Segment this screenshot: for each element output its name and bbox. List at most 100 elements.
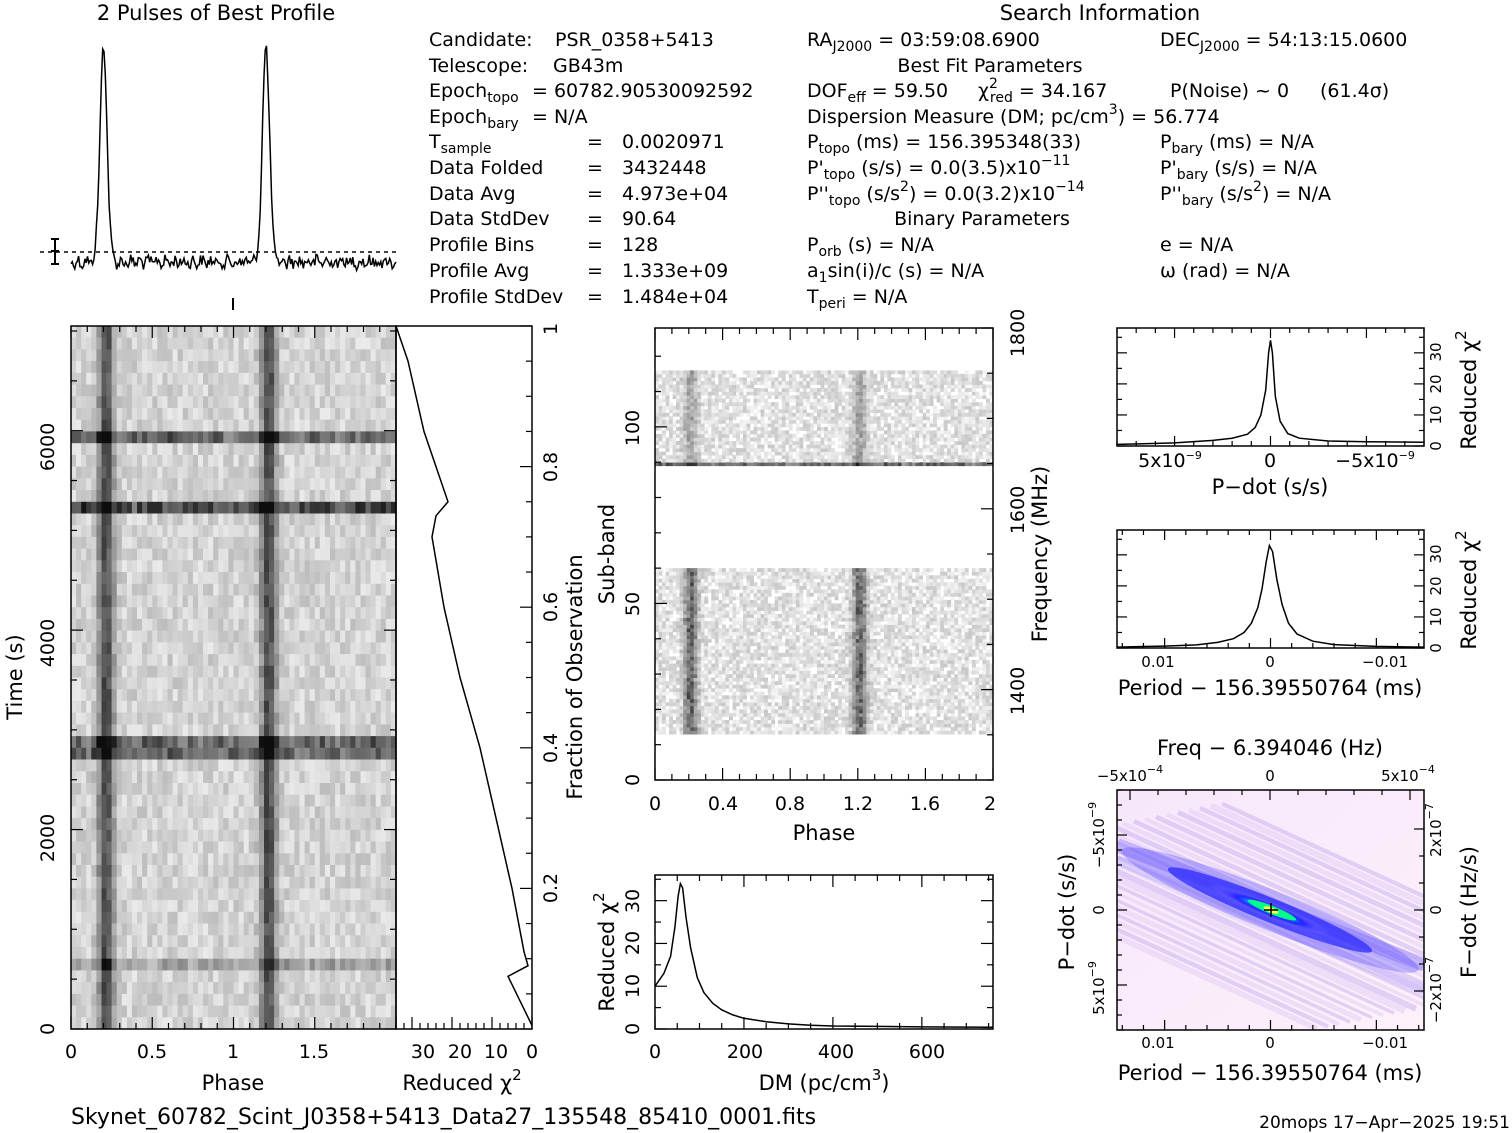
dm-xlabel: DM (pc/cm3) [759, 1066, 890, 1095]
pp-y2tick-2: −2x10−7 [1423, 957, 1445, 1023]
pp-y2label: F−dot (Hz/s) [1457, 846, 1481, 978]
ecc-text: e = N/A [1160, 234, 1233, 256]
pp-xtick-0: 0.01 [1141, 1034, 1174, 1052]
tp-xlabel: Phase [202, 1071, 265, 1095]
pdot-period-ticks [1117, 789, 1424, 1031]
pd-ytick-1: 10 [1427, 405, 1445, 424]
tp-xtick-2: 1 [227, 1041, 239, 1063]
pr-ytick-2: 20 [1427, 576, 1445, 595]
data-folded-label: Data Folded [429, 157, 543, 179]
sb-xtick-3: 1.2 [843, 793, 873, 815]
pbary-text: Pbary (ms) = N/A [1160, 131, 1314, 157]
dm-xtick-3: 600 [909, 1041, 945, 1063]
pdot-frame [1116, 327, 1425, 447]
dm-ticks [654, 875, 993, 1030]
profile-avg-label: Profile Avg [429, 260, 529, 282]
sb-y2tick-0: 1400 [1007, 667, 1029, 715]
pp-xtick-2: −0.01 [1362, 1034, 1408, 1052]
profile-bins-eq: = [587, 234, 603, 256]
tp-ytick-3: 6000 [37, 423, 59, 471]
tp-ytick-1: 2000 [37, 814, 59, 862]
pr-xlabel: Period − 156.39550764 (ms) [1118, 676, 1423, 700]
time-chi2-plot: 30 20 10 0 0.2 0.4 0.6 0.8 1 Reduced χ2 … [395, 323, 587, 1095]
tchi-ytick-1: 0.4 [540, 733, 562, 763]
sb-ylabel: Sub-band [595, 504, 619, 604]
search-info-title: Search Information [1000, 1, 1200, 25]
telescope-label: Telescope: [428, 55, 528, 77]
sb-xtick-0: 0 [649, 793, 661, 815]
subband-phase-plot: 0 0.4 0.8 1.2 1.6 2 0 50 100 1400 1600 1… [595, 309, 1052, 845]
dm-ytick-3: 30 [622, 889, 644, 913]
data-stddev-eq: = [587, 208, 603, 230]
pd-ylabel: Reduced χ2 [1452, 330, 1481, 449]
dm-plot: 0 200 400 600 0 10 20 30 DM (pc/cm3) Red… [590, 874, 994, 1095]
tchi-ytick-3: 0.8 [540, 452, 562, 482]
pp-y2tick-0: 2x10−7 [1423, 803, 1445, 857]
epoch-topo-value: = 60782.90530092592 [532, 80, 753, 102]
data-folded-value: 3432448 [622, 157, 707, 179]
dm-ytick-0: 0 [622, 1023, 644, 1035]
subband-heatmap [655, 370, 993, 735]
pdot-bary-text: P'bary (s/s) = N/A [1160, 157, 1317, 183]
tp-ylabel: Time (s) [3, 634, 27, 720]
pp-xtick-1: 0 [1265, 1034, 1275, 1052]
pr-ylabel: Reduced χ2 [1452, 530, 1481, 649]
omega-text: ω (rad) = N/A [1160, 260, 1290, 282]
pp-y2tick-1: 0 [1427, 905, 1445, 915]
ptopo-text: Ptopo (ms) = 156.395348(33) [807, 131, 1081, 157]
dm-ylabel: Reduced χ2 [590, 892, 619, 1011]
profile-avg-eq: = [587, 260, 603, 282]
sb-xlabel: Phase [793, 821, 856, 845]
dm-frame [654, 874, 994, 1030]
dm-xtick-1: 200 [727, 1041, 763, 1063]
period-ticks [1117, 530, 1424, 649]
pp-ytick-2: 5x10−9 [1086, 961, 1108, 1015]
ra-text: RAJ2000 = 03:59:08.6900 [807, 29, 1040, 55]
pdot-plot: 5x10−9 0 −5x10−9 0 10 20 30 P−dot (s/s) … [1116, 327, 1481, 499]
porb-text: Porb (s) = N/A [807, 234, 934, 260]
sb-xtick-5: 2 [984, 793, 996, 815]
sb-ytick-0: 0 [622, 774, 644, 786]
subband-ticks [654, 327, 994, 781]
pdot-ticks [1116, 328, 1425, 447]
profile-bins-label: Profile Bins [429, 234, 534, 256]
tperi-text: Tperi = N/A [806, 286, 907, 312]
tsample-eq: = [587, 131, 603, 153]
time-phase-plot: 0 0.5 1 1.5 0 2000 4000 6000 Phase Time … [3, 325, 397, 1095]
tchi-xtick-2: 10 [484, 1041, 508, 1063]
data-avg-value: 4.973e+04 [622, 183, 728, 205]
pr-xtick-1: 0 [1265, 653, 1275, 671]
tsample-label: Tsample [428, 131, 492, 157]
profile-stddev-value: 1.484e+04 [622, 286, 728, 308]
profile-errorbar [51, 238, 59, 265]
sb-y2tick-1: 1600 [1007, 486, 1029, 534]
pp-ytick-0: −5x10−9 [1086, 802, 1108, 868]
pp-ytick-1: 0 [1090, 905, 1108, 915]
pnoise-text: P(Noise) ~ 0 [1170, 80, 1289, 102]
dm-ytick-2: 20 [622, 931, 644, 955]
chi2-red-text: χ2 red = 34.167 [978, 76, 1107, 106]
pp-toptick-0: −5x10−4 [1097, 763, 1163, 785]
dof-text: DOFeff = 59.50 [807, 80, 948, 106]
sb-xtick-2: 0.8 [775, 793, 805, 815]
tchi-ylabel: Fraction of Observation [563, 554, 587, 799]
time-chi2-frame [395, 325, 533, 1030]
candidate-value: PSR_0358+5413 [555, 29, 714, 51]
data-avg-eq: = [587, 183, 603, 205]
footer-stamp: 20mops 17−Apr−2025 19:51 [1259, 1113, 1510, 1133]
pr-xtick-2: −0.01 [1362, 653, 1408, 671]
dec-text: DECJ2000 = 54:13:15.0600 [1160, 29, 1407, 55]
profile-avg-value: 1.333e+09 [622, 260, 728, 282]
tp-ytick-2: 4000 [37, 619, 59, 667]
tchi-ytick-0: 0.2 [540, 873, 562, 903]
candidate-info-block: Candidate: PSR_0358+5413 Telescope: GB43… [428, 29, 753, 308]
period-curve [1116, 543, 1425, 648]
data-avg-label: Data Avg [429, 183, 516, 205]
tchi-ytick-4: 1 [540, 323, 562, 335]
tp-xtick-1: 0.5 [137, 1041, 167, 1063]
epoch-bary-value: = N/A [532, 106, 588, 128]
sb-ytick-1: 50 [622, 592, 644, 616]
pd-xtick-2: −5x10−9 [1335, 449, 1415, 472]
pr-xtick-0: 0.01 [1141, 653, 1174, 671]
